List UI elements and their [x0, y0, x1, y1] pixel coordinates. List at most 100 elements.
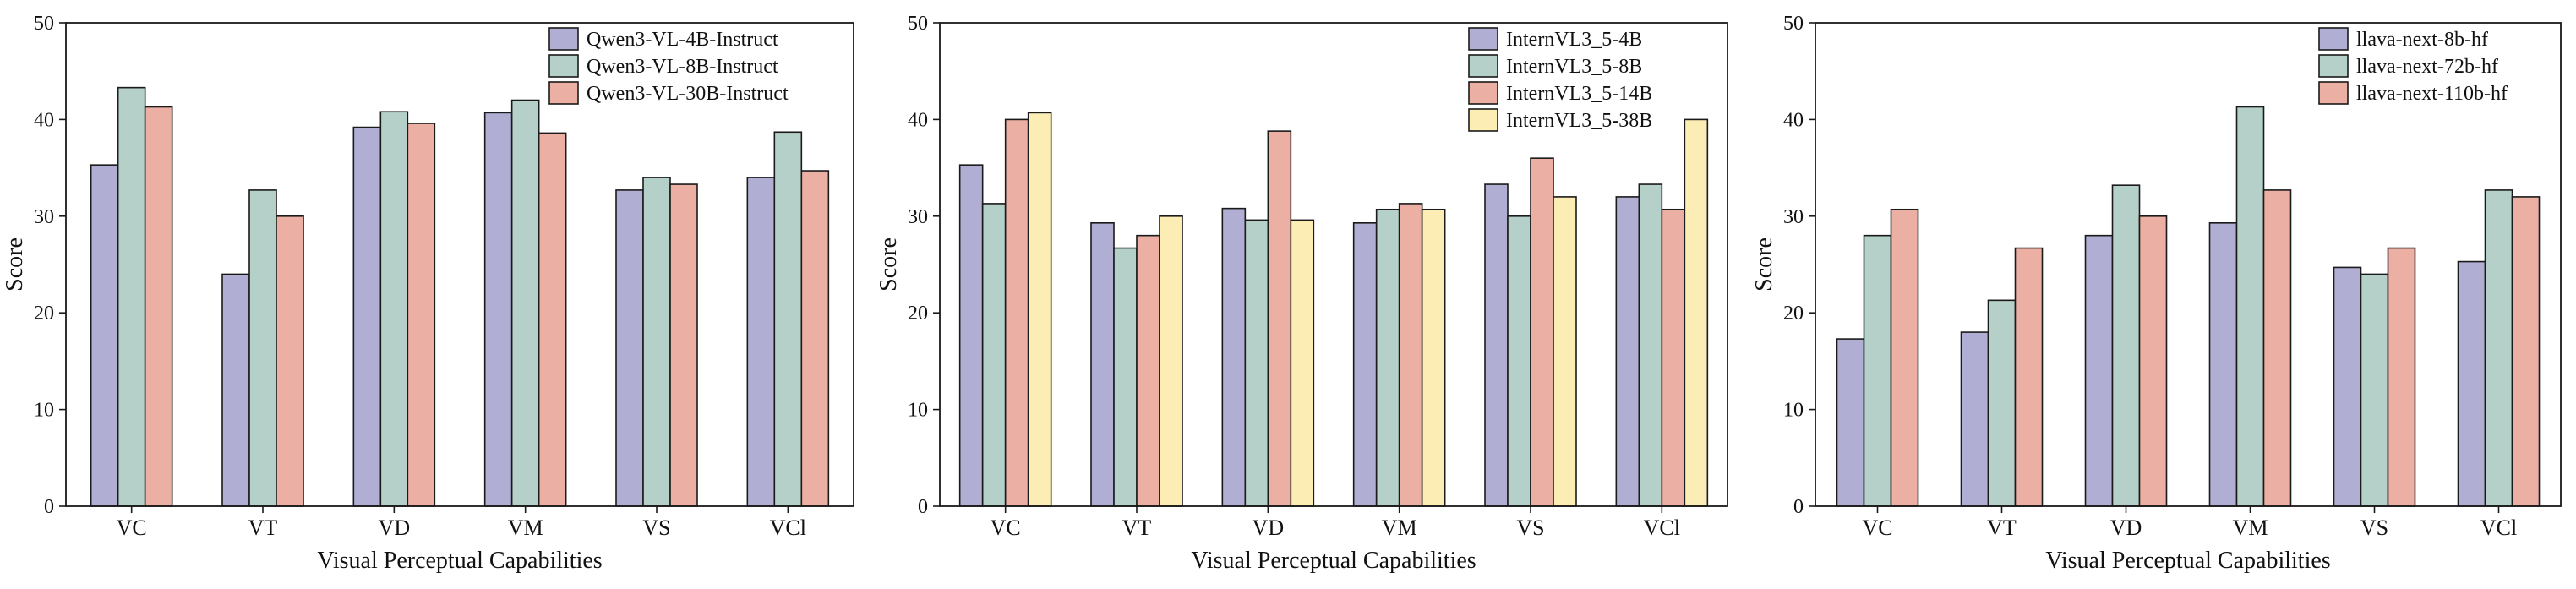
bar-vm-series-2 [1375, 208, 1400, 507]
bar-vs-series-3 [1530, 157, 1554, 507]
bar-vc-series-3 [144, 106, 173, 507]
chart-panel-1: 0 10 20 30 40 50 VC VT VD VM VS VCl Visual Perceptua… [2, 13, 854, 574]
bar-vs-series-4 [1553, 196, 1577, 507]
bar-vd-series-2 [379, 111, 409, 507]
legend-label: InternVL3_5-38B [1506, 110, 1652, 132]
bar-vc-series-2 [117, 86, 146, 507]
plot-frame [65, 22, 854, 507]
x-tick-label: VM [508, 515, 543, 540]
y-tick-label: 40 [34, 109, 54, 131]
plot-frame [939, 22, 1728, 507]
bar-vc-series-1 [1836, 338, 1865, 507]
bar-vd-series-1 [1221, 207, 1247, 507]
bar-vt-series-3 [1136, 234, 1160, 507]
legend-swatch [2318, 27, 2349, 51]
bar-vc-series-1 [90, 164, 119, 507]
bar-vc-series-4 [1027, 112, 1052, 507]
x-tick-label: VD [379, 515, 411, 540]
legend-label: llava-next-110b-hf [2356, 83, 2508, 105]
legend-swatch [548, 27, 579, 51]
bar-vd-series-4 [1290, 219, 1315, 507]
legend-label: Qwen3-VL-4B-Instruct [587, 29, 778, 51]
x-tick-label: VT [1122, 515, 1152, 540]
bar-vm-series-1 [483, 112, 513, 507]
legend: llava-next-8b-hf llava-next-72b-hf llava-n… [2318, 27, 2508, 105]
x-tick-label: VM [1382, 515, 1417, 540]
bar-vc-series-3 [1004, 118, 1029, 507]
bar-vd-series-1 [352, 126, 382, 507]
y-tick-label: 10 [1783, 400, 1804, 422]
bar-vd-series-3 [407, 123, 436, 507]
legend-swatch [2318, 54, 2349, 78]
bar-vc-series-1 [958, 164, 984, 507]
bar-vt-series-1 [221, 273, 250, 507]
bar-vcl-series-2 [773, 131, 803, 507]
bar-vm-series-2 [510, 99, 540, 507]
y-axis-title: Score [2, 237, 28, 292]
bar-vs-series-2 [642, 177, 671, 507]
y-tick-label: 20 [34, 303, 54, 324]
bar-vc-series-2 [1863, 234, 1892, 507]
y-tick-label: 40 [908, 109, 928, 131]
y-axis-title: Score [876, 237, 902, 292]
legend-swatch [548, 54, 579, 78]
x-tick-label: VC [1862, 515, 1892, 540]
bar-vd-series-1 [2084, 234, 2114, 507]
legend-swatch [1468, 27, 1498, 51]
bar-vm-series-1 [1352, 222, 1378, 507]
x-tick-label: VD [1253, 515, 1285, 540]
x-axis-title: Visual Perceptual Capabilities [2045, 548, 2330, 574]
x-tick-label: VS [1516, 515, 1544, 540]
bar-vt-series-1 [1090, 222, 1115, 507]
bar-vcl-series-4 [1684, 118, 1709, 507]
bar-vt-series-2 [1987, 299, 2017, 507]
legend-label: llava-next-8b-hf [2356, 29, 2488, 51]
bar-vm-series-3 [538, 132, 567, 507]
bar-vt-series-2 [248, 189, 277, 507]
legend-swatch [1468, 54, 1498, 78]
legend: InternVL3_5-4B InternVL3_5-8B InternVL3_5-… [1468, 27, 1652, 132]
bar-vm-series-1 [2208, 222, 2238, 507]
x-tick-label: VCl [2480, 515, 2517, 540]
bar-vs-series-1 [2333, 266, 2362, 507]
bar-vc-series-2 [981, 203, 1007, 507]
bar-vc-series-3 [1890, 208, 1919, 507]
x-tick-label: VCl [1644, 515, 1680, 540]
legend-swatch [1468, 81, 1498, 105]
y-tick-label: 20 [908, 303, 928, 324]
chart-panel-2: 0 10 20 30 40 50 VC VT VD VM VS VCl Visual Perceptua… [876, 13, 1728, 574]
bar-vm-series-3 [1398, 203, 1423, 507]
bar-vs-series-1 [1484, 183, 1509, 507]
bar-vt-series-3 [276, 215, 304, 507]
x-tick-label: VS [642, 515, 670, 540]
y-tick-label: 50 [1783, 13, 1804, 35]
legend: Qwen3-VL-4B-Instruct Qwen3-VL-8B-Instruct… [548, 27, 789, 105]
y-tick-label: 30 [1783, 206, 1804, 228]
legend-label: InternVL3_5-8B [1506, 56, 1642, 78]
y-tick-label: 50 [908, 13, 928, 35]
bar-vcl-series-3 [1661, 208, 1686, 507]
bar-vm-series-3 [2262, 189, 2292, 507]
y-tick-label: 0 [44, 496, 54, 518]
bar-vs-series-1 [615, 189, 644, 507]
x-axis-title: Visual Perceptual Capabilities [1191, 548, 1476, 574]
bar-vs-series-3 [2387, 247, 2416, 507]
y-axis-title: Score [1751, 237, 1777, 292]
x-tick-label: VD [2110, 515, 2142, 540]
x-tick-label: VS [2360, 515, 2388, 540]
bar-vcl-series-2 [2484, 189, 2513, 507]
legend-label: InternVL3_5-14B [1506, 83, 1652, 105]
x-tick-label: VCl [770, 515, 806, 540]
bar-vm-series-2 [2235, 106, 2265, 507]
bar-vcl-series-2 [1638, 183, 1663, 507]
bar-vcl-series-3 [2511, 196, 2541, 507]
x-tick-label: VC [991, 515, 1021, 540]
bar-vcl-series-1 [2457, 260, 2486, 507]
y-tick-label: 30 [908, 206, 928, 228]
y-tick-label: 0 [918, 496, 928, 518]
y-tick-label: 10 [908, 400, 928, 422]
x-tick-label: VT [248, 515, 278, 540]
y-tick-label: 40 [1783, 109, 1804, 131]
legend-label: InternVL3_5-4B [1506, 29, 1642, 51]
bar-vs-series-2 [2360, 273, 2389, 507]
